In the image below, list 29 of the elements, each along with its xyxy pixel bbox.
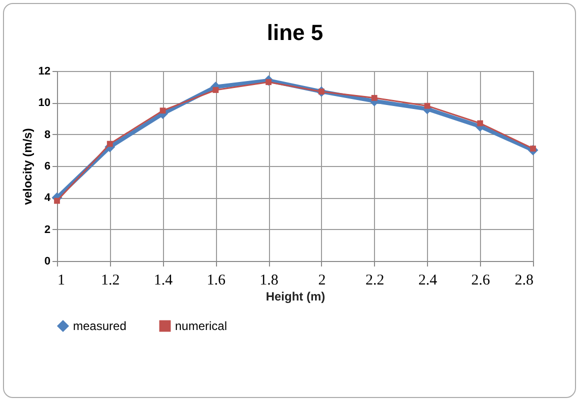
y-tick-label: 4	[44, 192, 52, 204]
y-tick-label: 12	[38, 66, 50, 78]
x-tick-label: 1.4	[154, 272, 174, 288]
x-axis-title: Height (m)	[266, 290, 326, 304]
point	[106, 140, 113, 147]
x-tick-label: 2.6	[471, 272, 490, 288]
x-tick-label: 2	[318, 272, 326, 288]
point	[477, 120, 484, 126]
y-tick-label: 10	[38, 97, 50, 110]
y-tick-label: 6	[44, 160, 50, 172]
y-tick-label: 2	[44, 224, 50, 236]
x-tick-label: 1.6	[206, 272, 226, 288]
x-tick-label: 1.8	[260, 272, 278, 288]
chart-title: line 5	[266, 20, 324, 45]
y-tick-label: 8	[44, 128, 50, 141]
x-tick-label: 2.4	[418, 272, 438, 288]
x-tick-label: 1	[58, 272, 65, 288]
x-tick-label: 2.8	[514, 272, 534, 288]
point	[160, 108, 166, 114]
legend-label: numerical	[175, 319, 228, 333]
point	[371, 94, 378, 101]
point	[424, 102, 430, 109]
y-axis-title: velocity (m/s)	[20, 128, 34, 205]
x-tick-label: 1.2	[101, 272, 120, 288]
y-tick-label: 0	[44, 256, 50, 268]
point	[54, 198, 60, 204]
legend-label: measured	[73, 319, 126, 333]
point	[212, 87, 219, 93]
x-tick-label: 2.2	[365, 272, 384, 288]
